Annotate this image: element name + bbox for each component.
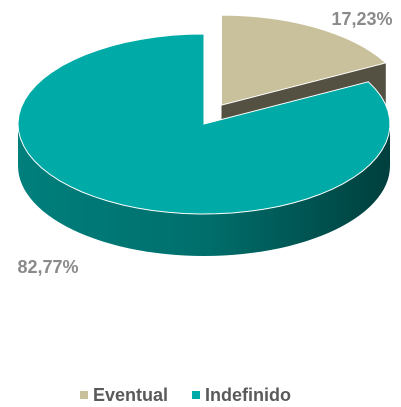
legend-swatch bbox=[192, 391, 201, 399]
legend-label: Eventual bbox=[93, 385, 168, 405]
slice-side bbox=[18, 124, 390, 256]
slice bbox=[17, 33, 391, 215]
data-label: 17,23% bbox=[331, 9, 392, 29]
data-label: 82,77% bbox=[17, 257, 78, 277]
legend-swatch bbox=[80, 391, 88, 399]
legend-label: Indefinido bbox=[205, 385, 291, 405]
slice bbox=[221, 14, 387, 106]
